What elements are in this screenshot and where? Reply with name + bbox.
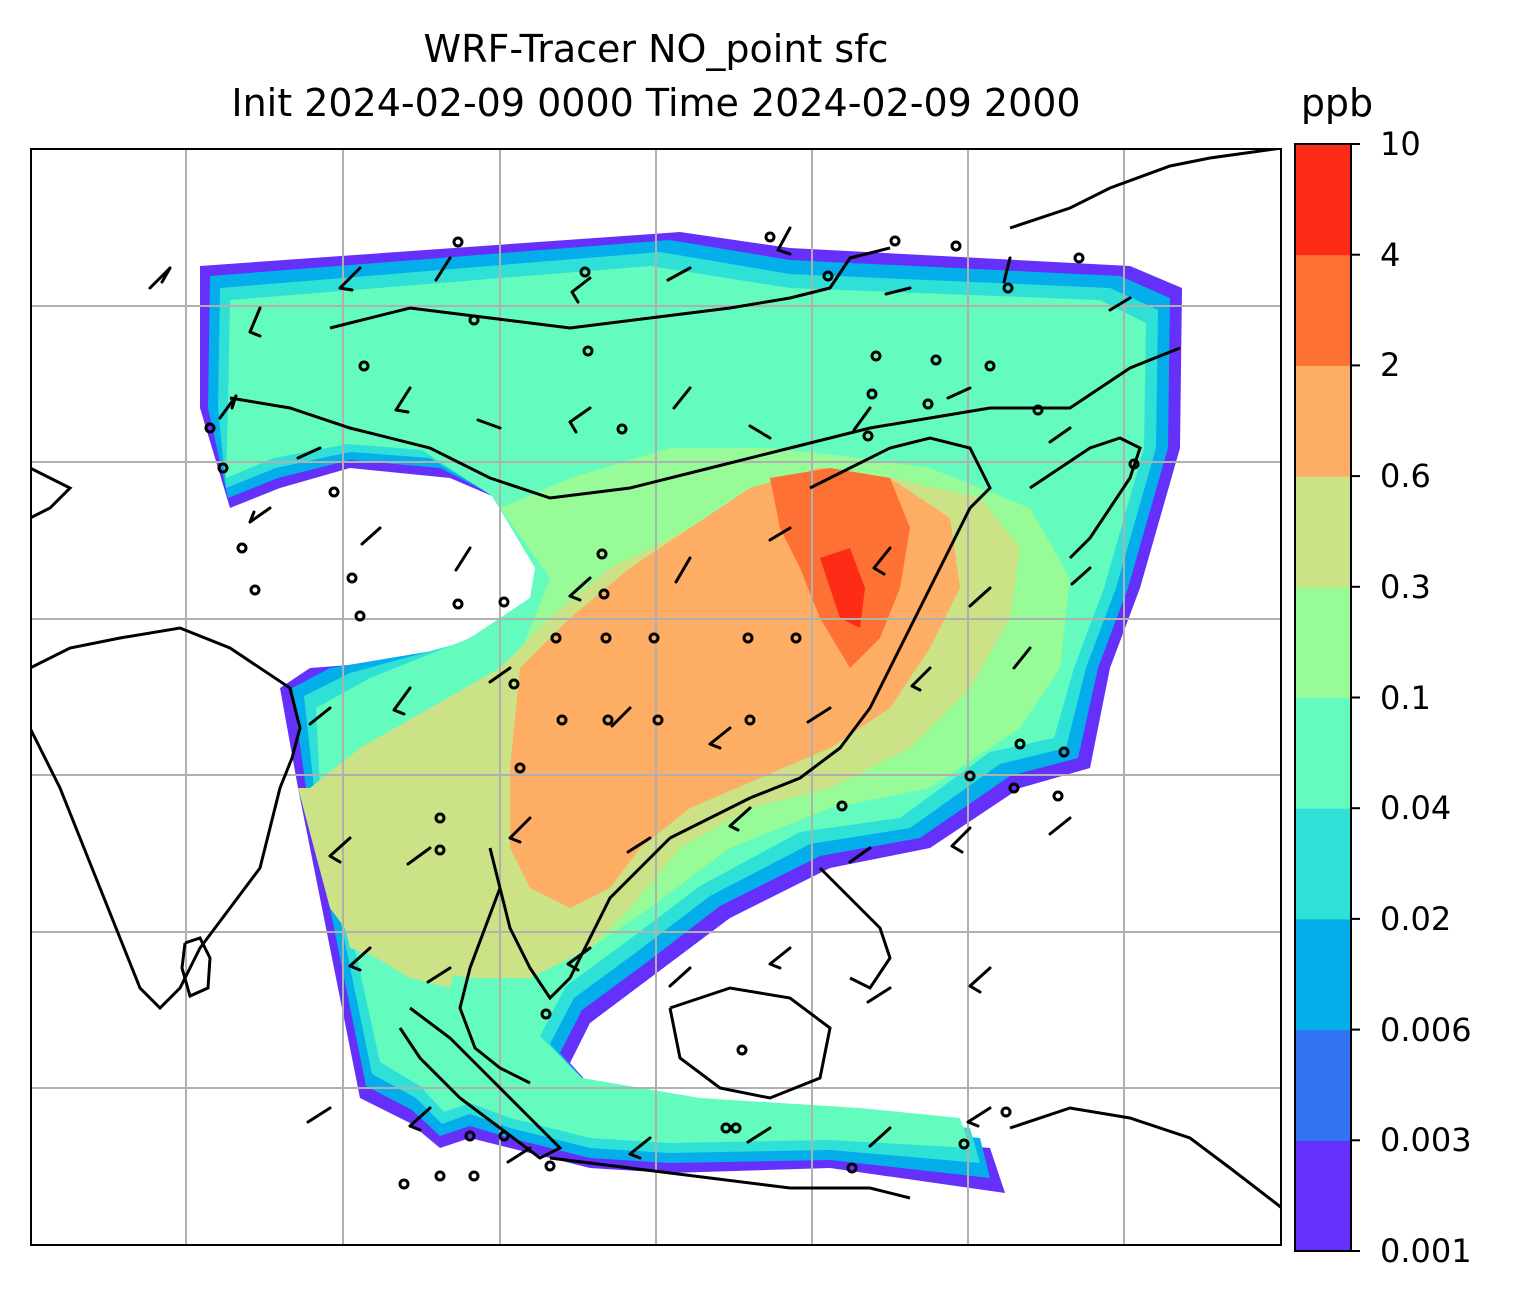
colorbar-tick-label: 0.1: [1380, 678, 1431, 717]
colorbar-unit-label: ppb: [1300, 81, 1374, 125]
coast-china-east: [669, 436, 992, 840]
map-title-line-2: Init 2024-02-09 0000 Time 2024-02-09 200…: [231, 81, 1081, 125]
coast-arabia-edge: [30, 466, 73, 520]
coast-indochina: [488, 836, 672, 1001]
calm-markers: [204, 231, 1140, 1190]
colorbar-tick-label: 4: [1380, 235, 1401, 274]
colorbar-tick-label: 10: [1380, 125, 1421, 163]
colorbar-tick-label: 2: [1380, 346, 1401, 385]
colorbar-tick-label: 0.3: [1380, 567, 1431, 606]
map-title-line-1: WRF-Tracer NO_point sfc: [423, 27, 889, 71]
colorbar-segment: [1295, 697, 1351, 809]
gridlines: [30, 148, 1282, 1246]
border-china: [229, 346, 1181, 500]
colorbar-segment: [1295, 476, 1351, 588]
wind-barbs: [148, 226, 1132, 1164]
colorbar-tick-label: 0.006: [1380, 1010, 1472, 1049]
coast-new-guinea: [1009, 1106, 1282, 1210]
colorbar-segment: [1295, 254, 1351, 366]
coast-philippines: [818, 866, 892, 990]
colorbar-tick-label: 0.02: [1380, 899, 1452, 938]
colorbar-segments: [1295, 144, 1351, 1252]
colorbar-segment: [1295, 586, 1351, 698]
colorbar-tick-label: 0.001: [1380, 1232, 1472, 1270]
coast-malay: [458, 887, 531, 1085]
map-panel: [30, 148, 1282, 1246]
colorbar-segment: [1295, 808, 1351, 920]
colorbar-tick-label: 0.003: [1380, 1121, 1472, 1160]
field-band-03-west: [298, 788, 460, 988]
coastlines: [30, 148, 1282, 1210]
coast-sumatra: [398, 1006, 563, 1160]
coast-korea-japan: [1029, 436, 1142, 560]
colorbar-ticks: [1351, 143, 1360, 1252]
colorbar: [1294, 143, 1360, 1252]
colorbar-tick-label: 0.04: [1380, 789, 1452, 828]
field-band-4: [820, 548, 865, 628]
coast-india: [30, 626, 302, 1011]
coast-borneo: [668, 986, 832, 1100]
colorbar-segment: [1295, 1029, 1351, 1141]
map-frame: [30, 148, 1282, 1246]
colorbar-segment: [1295, 365, 1351, 477]
coast-srilanka: [180, 936, 212, 999]
colorbar-segment: [1295, 918, 1351, 1031]
colorbar-segment: [1295, 1140, 1351, 1252]
border-mongolia: [329, 246, 891, 330]
concentration-field: [200, 232, 1182, 1193]
colorbar-tick-label: 0.6: [1380, 457, 1431, 496]
coast-java: [549, 1156, 911, 1200]
coast-russia-north: [1009, 148, 1282, 230]
colorbar-segment: [1295, 144, 1351, 256]
